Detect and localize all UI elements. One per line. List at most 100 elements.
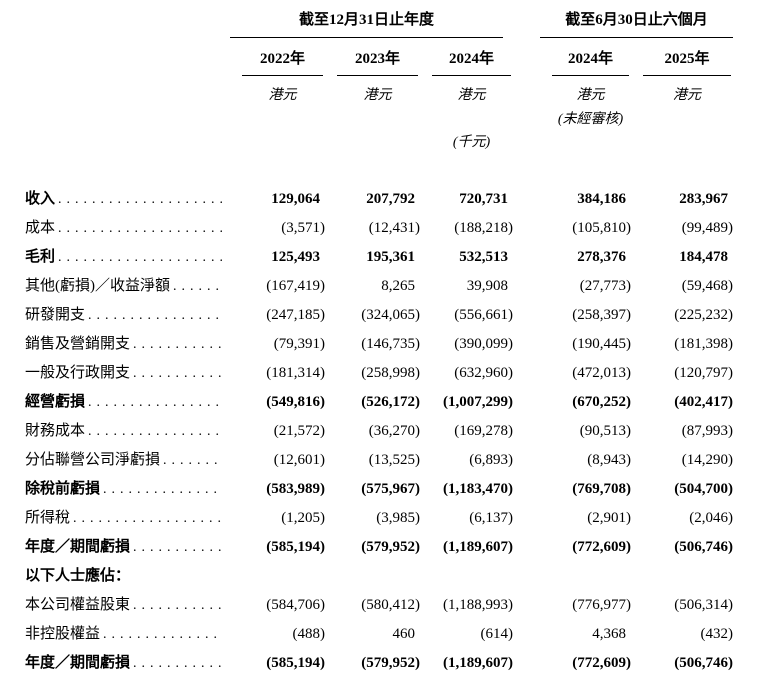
value-cell: (1,183,470) (443, 481, 514, 497)
value-cell: 129,064 (271, 191, 320, 207)
value-cell: (13,525) (368, 452, 420, 468)
value-cell: (584,706) (266, 597, 325, 613)
value-cell: (169,278) (454, 423, 514, 439)
value-cell: (181,314) (266, 365, 325, 381)
currency-label: 港元 (268, 88, 297, 103)
value-cell: (27,773) (579, 278, 632, 294)
group-gap (513, 8, 540, 38)
dot-leader: ........................................… (173, 279, 222, 294)
row-label: 財務成本 (25, 423, 86, 439)
value-cell: (188,218) (454, 220, 514, 236)
row-label: 研發開支 (25, 307, 86, 323)
value-cell (631, 562, 733, 591)
value-cell: (8,943) (587, 452, 632, 468)
dot-leader: ........................................… (133, 598, 222, 613)
column-group-row: 截至12月31日止年度 截至6月30日止六個月 (25, 8, 734, 38)
unit-note-row: (千元) (25, 128, 733, 185)
row-label: 一般及行政開支 (25, 365, 131, 381)
row-label-cell: 所得稅.....................................… (25, 504, 230, 533)
label-column-spacer (25, 38, 230, 76)
table-row: 年度／期間虧損.................................… (25, 649, 733, 678)
value-cell: (506,314) (674, 597, 734, 613)
value-cell: (1,189,607) (443, 539, 514, 555)
value-cell: 184,478 (679, 249, 729, 265)
value-cell: 532,513 (459, 249, 509, 265)
dot-leader: ........................................… (88, 424, 222, 439)
table-row: 分佔聯營公司淨虧損...............................… (25, 446, 733, 475)
value-cell (420, 562, 513, 591)
value-cell: (585,194) (266, 539, 325, 555)
value-cell: (432) (700, 626, 734, 642)
value-cell (325, 562, 420, 591)
value-cell: (59,468) (681, 278, 734, 294)
value-cell: 283,967 (679, 191, 729, 207)
value-cell: 460 (392, 626, 416, 642)
row-label-cell: 本公司權益股東.................................… (25, 591, 230, 620)
value-cell: (247,185) (266, 307, 325, 323)
audit-note: (未經審核) (557, 112, 624, 127)
row-label-cell: 分佔聯營公司淨虧損...............................… (25, 446, 230, 475)
value-cell: 39,908 (466, 278, 509, 294)
value-cell: (6,893) (469, 452, 514, 468)
table-row: 收入......................................… (25, 185, 733, 214)
row-label-cell: 銷售及營銷開支.................................… (25, 330, 230, 359)
value-cell: (1,188,993) (443, 597, 514, 613)
value-cell: (772,609) (572, 655, 632, 671)
value-cell: (12,601) (273, 452, 325, 468)
value-cell: 207,792 (366, 191, 415, 207)
currency-label: 港元 (457, 88, 486, 103)
column-spacer (513, 446, 540, 475)
value-cell: (21,572) (273, 423, 325, 439)
row-label-cell: 非控股權益...................................… (25, 620, 230, 649)
row-label: 本公司權益股東 (25, 597, 131, 613)
financial-summary-table: 截至12月31日止年度 截至6月30日止六個月 2022年 2023年 2024… (25, 8, 734, 678)
value-cell: (12,431) (368, 220, 420, 236)
row-label: 年度／期間虧損 (25, 539, 131, 555)
row-label-cell: 年度／期間虧損.................................… (25, 533, 230, 562)
value-cell: (390,099) (454, 336, 514, 352)
value-cell: (632,960) (454, 365, 514, 381)
year-header-row: 2022年 2023年 2024年 2024年 2025年 (25, 38, 733, 76)
value-cell: (190,445) (572, 336, 632, 352)
row-label-cell: 年度／期間虧損.................................… (25, 649, 230, 678)
group-gap (513, 38, 540, 76)
year-header-2025: 2025年 (631, 38, 733, 76)
row-label: 除稅前虧損 (25, 481, 101, 497)
column-spacer (513, 649, 540, 678)
value-cell: (3,571) (281, 220, 325, 236)
row-label-cell: 財務成本....................................… (25, 417, 230, 446)
value-cell: (167,419) (266, 278, 325, 294)
column-group-annual-label: 截至12月31日止年度 (230, 8, 504, 38)
row-label: 非控股權益 (25, 626, 101, 642)
value-cell: (324,065) (361, 307, 420, 323)
year-header-2022: 2022年 (230, 38, 325, 76)
group-gap (513, 76, 540, 104)
row-label: 所得稅 (25, 510, 71, 526)
column-spacer (513, 620, 540, 649)
value-cell: (579,952) (361, 539, 420, 555)
dot-leader: ........................................… (133, 366, 222, 381)
value-cell: 195,361 (366, 249, 415, 265)
year-header-2023: 2023年 (325, 38, 420, 76)
value-cell: (258,998) (361, 365, 420, 381)
row-label-cell: 其他(虧損)／收益淨額.............................… (25, 272, 230, 301)
value-cell: (99,489) (681, 220, 734, 236)
value-cell: (79,391) (273, 336, 325, 352)
value-cell: 4,368 (592, 626, 627, 642)
value-cell: (1,189,607) (443, 655, 514, 671)
column-spacer (513, 185, 540, 214)
table-row: 毛利......................................… (25, 243, 733, 272)
value-cell: (580,412) (361, 597, 420, 613)
value-cell (540, 562, 631, 591)
row-label-cell: 收入......................................… (25, 185, 230, 214)
dot-leader: ........................................… (58, 250, 222, 265)
column-group-interim: 截至6月30日止六個月 (540, 8, 734, 38)
column-spacer (513, 533, 540, 562)
dot-leader: ........................................… (163, 453, 222, 468)
dot-leader: ........................................… (133, 540, 222, 555)
table-row: 銷售及營銷開支.................................… (25, 330, 733, 359)
table-row: 財務成本....................................… (25, 417, 733, 446)
value-cell: (258,397) (572, 307, 632, 323)
column-spacer (513, 475, 540, 504)
